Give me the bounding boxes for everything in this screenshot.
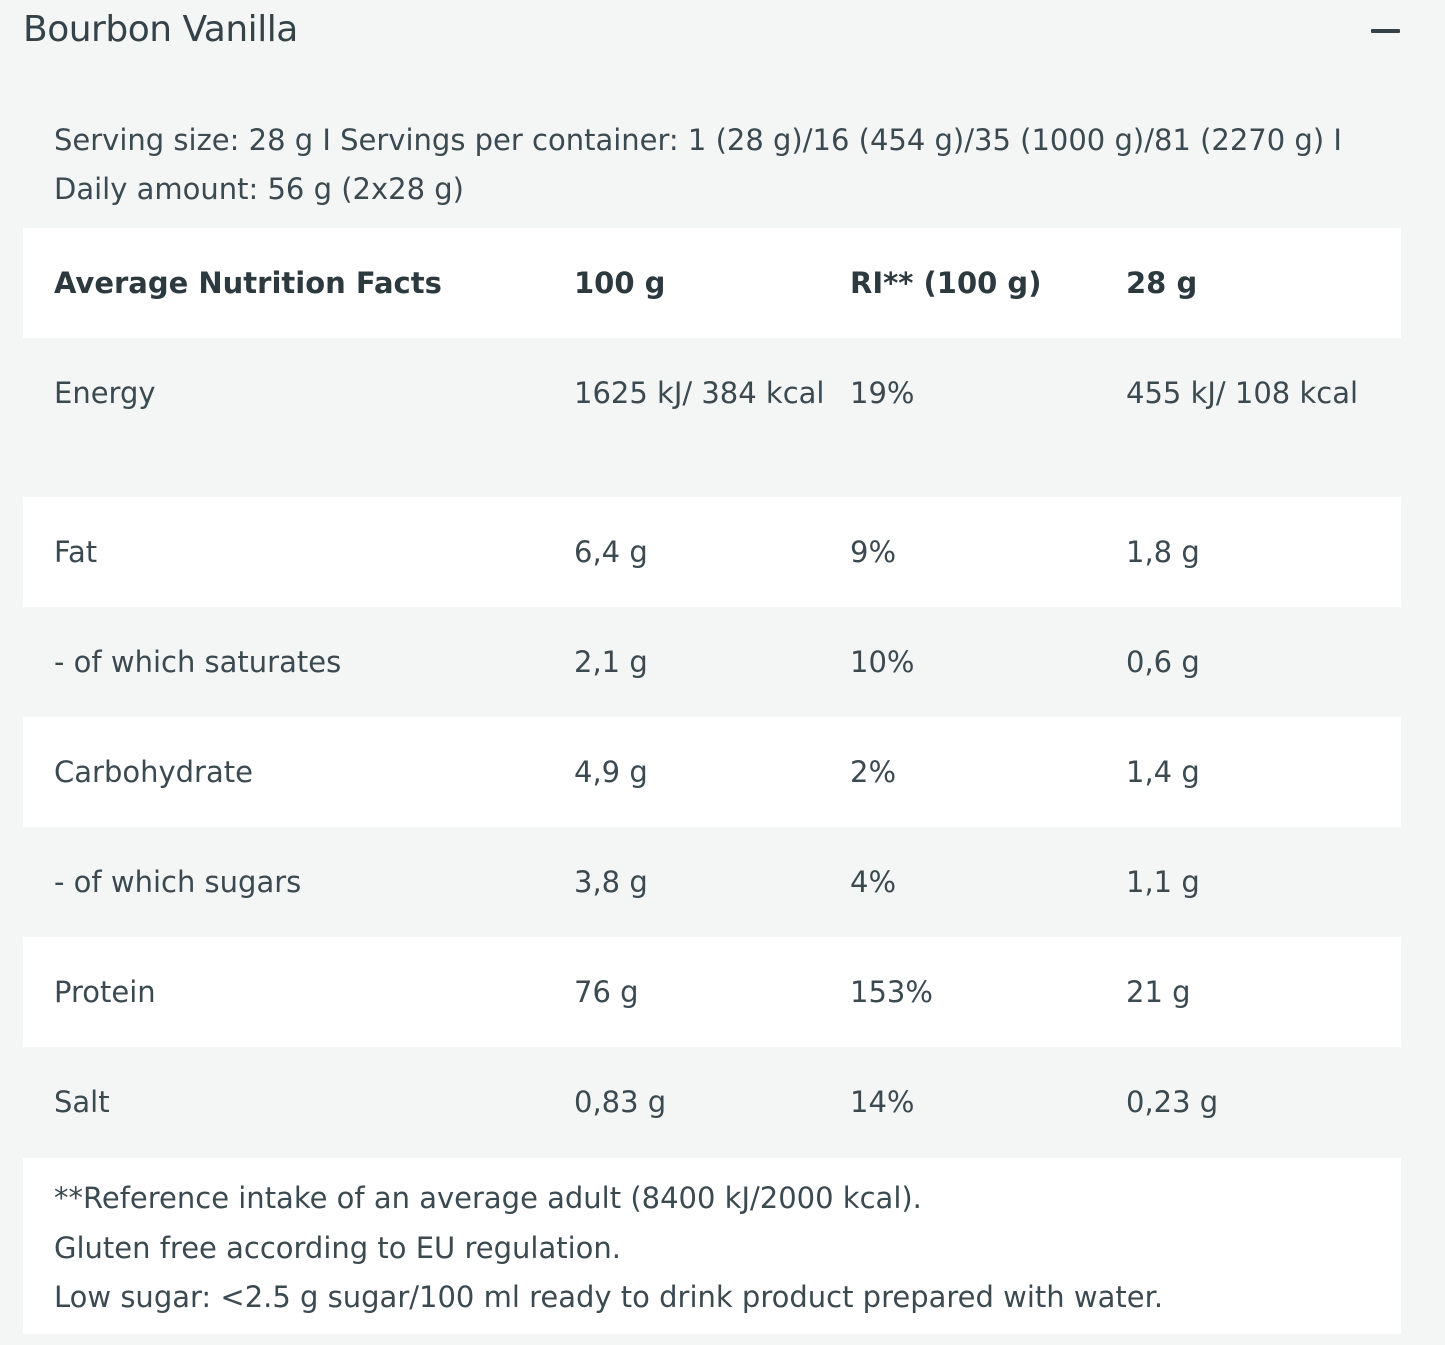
table-row: Energy 1625 kJ/ 384 kcal 19% 455 kJ/ 108… (23, 338, 1401, 497)
row-label: - of which sugars (54, 865, 302, 899)
row-ri: 9% (850, 535, 897, 569)
row-ri: 2% (850, 755, 897, 789)
row-label: Fat (54, 535, 98, 569)
table-row: - of which saturates 2,1 g 10% 0,6 g (23, 607, 1401, 717)
table-row: Protein 76 g 153% 21 g (23, 937, 1401, 1047)
row-label: Salt (54, 1085, 110, 1119)
row-per28: 455 kJ/ 108 kcal (1126, 376, 1359, 410)
row-label: Carbohydrate (54, 755, 253, 789)
row-ri: 14% (850, 1085, 915, 1119)
table-row: Carbohydrate 4,9 g 2% 1,4 g (23, 717, 1401, 827)
row-per100: 6,4 g (574, 535, 648, 569)
header-per-100g: 100 g (574, 266, 666, 300)
row-ri: 10% (850, 645, 915, 679)
row-label: - of which saturates (54, 645, 342, 679)
row-per100: 0,83 g (574, 1085, 667, 1119)
table-row: - of which sugars 3,8 g 4% 1,1 g (23, 827, 1401, 937)
footnotes: **Reference intake of an average adult (… (23, 1158, 1401, 1334)
row-ri: 4% (850, 865, 897, 899)
row-label: Protein (54, 975, 156, 1009)
row-ri: 153% (850, 975, 933, 1009)
row-label: Energy (54, 376, 156, 410)
row-per28: 0,6 g (1126, 645, 1200, 679)
nutrition-table: Average Nutrition Facts 100 g RI** (100 … (23, 228, 1401, 1157)
minus-icon (1371, 29, 1400, 33)
row-per28: 21 g (1126, 975, 1191, 1009)
header-nutrition-facts: Average Nutrition Facts (54, 266, 442, 300)
table-header-row: Average Nutrition Facts 100 g RI** (100 … (23, 228, 1401, 338)
header-per-28g: 28 g (1126, 266, 1198, 300)
row-per28: 1,1 g (1126, 865, 1200, 899)
footnote-low-sugar: Low sugar: <2.5 g sugar/100 ml ready to … (54, 1280, 1164, 1314)
accordion-header[interactable]: Bourbon Vanilla (23, 0, 1403, 64)
serving-info: Serving size: 28 g I Servings per contai… (54, 123, 1342, 206)
row-per100: 2,1 g (574, 645, 648, 679)
footnote-reference-intake: **Reference intake of an average adult (… (54, 1181, 922, 1215)
accordion-title[interactable]: Bourbon Vanilla (23, 9, 298, 50)
row-per28: 1,4 g (1126, 755, 1200, 789)
header-ri: RI** (100 g) (850, 266, 1042, 300)
row-per28: 1,8 g (1126, 535, 1200, 569)
row-per100: 3,8 g (574, 865, 648, 899)
collapse-button[interactable] (1359, 8, 1403, 52)
footnote-gluten-free: Gluten free according to EU regulation. (54, 1230, 622, 1265)
row-per100: 4,9 g (574, 755, 648, 789)
row-per100: 1625 kJ/ 384 kcal (574, 376, 825, 410)
table-row: Fat 6,4 g 9% 1,8 g (23, 497, 1401, 607)
table-row: Salt 0,83 g 14% 0,23 g (23, 1047, 1401, 1157)
row-ri: 19% (850, 376, 915, 410)
row-per28: 0,23 g (1126, 1085, 1219, 1119)
row-per100: 76 g (574, 975, 639, 1009)
